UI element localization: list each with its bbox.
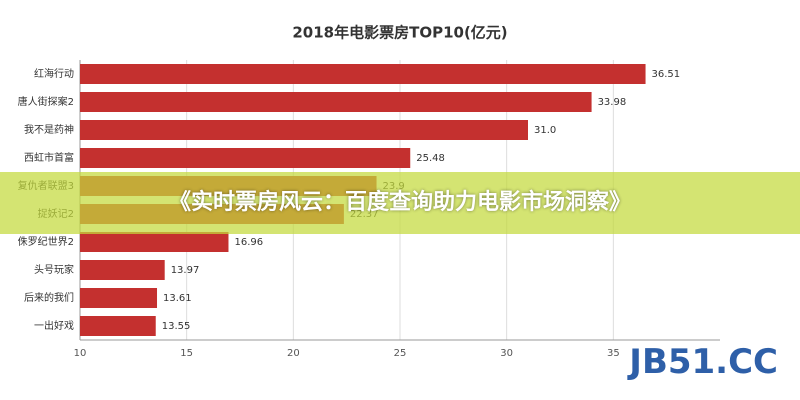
banner: 《实时票房风云：百度查询助力电影市场洞察》 bbox=[0, 172, 800, 234]
data-label: 13.61 bbox=[163, 293, 192, 304]
bar bbox=[80, 232, 229, 252]
data-label: 25.48 bbox=[416, 153, 445, 164]
x-tick-label: 30 bbox=[500, 348, 513, 359]
x-tick-label: 15 bbox=[180, 348, 193, 359]
x-tick-label: 20 bbox=[287, 348, 300, 359]
x-tick-label: 35 bbox=[607, 348, 620, 359]
data-label: 36.51 bbox=[652, 69, 681, 80]
bar bbox=[80, 120, 528, 140]
bar bbox=[80, 288, 158, 308]
watermark: JB51.CC bbox=[629, 342, 778, 382]
bar bbox=[80, 260, 165, 280]
x-tick-label: 25 bbox=[394, 348, 407, 359]
y-tick-label: 西虹市首富 bbox=[24, 151, 74, 164]
y-tick-label: 红海行动 bbox=[34, 67, 74, 80]
data-label: 13.97 bbox=[171, 265, 200, 276]
x-tick-label: 10 bbox=[74, 348, 87, 359]
y-tick-label: 我不是药神 bbox=[24, 123, 74, 136]
data-label: 31.0 bbox=[534, 125, 556, 136]
y-tick-label: 一出好戏 bbox=[34, 319, 74, 332]
bar bbox=[80, 316, 156, 336]
data-label: 16.96 bbox=[234, 237, 263, 248]
bar bbox=[80, 92, 592, 112]
bar bbox=[80, 64, 646, 84]
y-tick-label: 唐人街探案2 bbox=[18, 95, 74, 108]
y-tick-label: 后来的我们 bbox=[24, 291, 74, 304]
y-tick-label: 头号玩家 bbox=[34, 263, 74, 276]
y-tick-label: 侏罗纪世界2 bbox=[18, 236, 74, 248]
bar bbox=[80, 148, 411, 168]
data-label: 33.98 bbox=[598, 97, 627, 108]
data-label: 13.55 bbox=[162, 321, 191, 332]
chart-title: 2018年电影票房TOP10(亿元) bbox=[292, 24, 507, 42]
